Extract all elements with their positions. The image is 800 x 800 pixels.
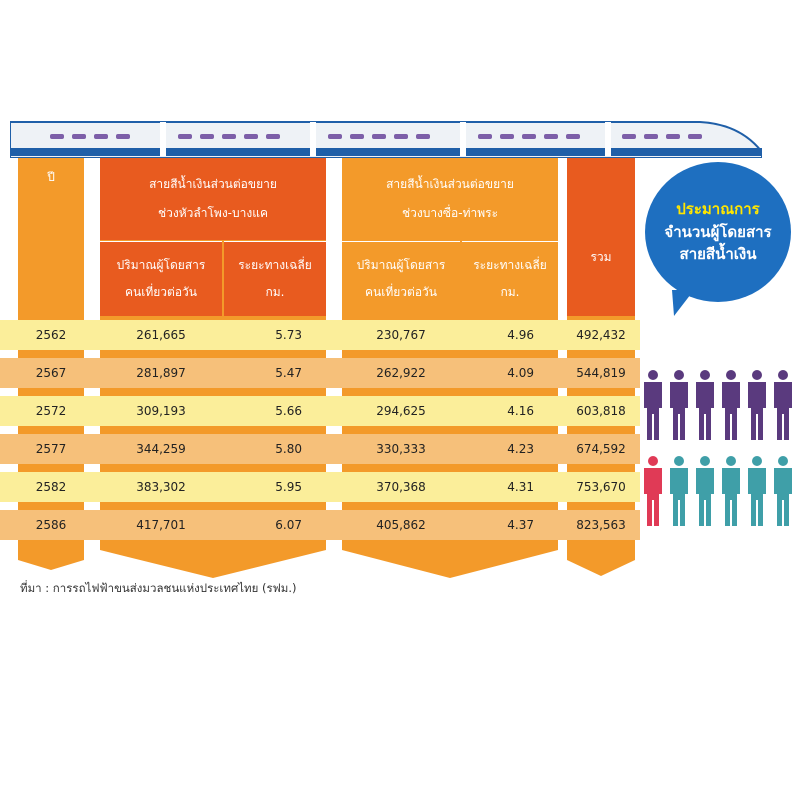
value-cell: 330,333 <box>376 442 426 456</box>
value-cell: 294,625 <box>376 404 426 418</box>
group2-title: สายสีน้ำเงินส่วนต่อขยาย <box>386 177 514 191</box>
passengers-unit-2: คนเที่ยวต่อวัน <box>365 285 437 299</box>
value-cell: 674,592 <box>576 442 626 456</box>
year-cell: 2572 <box>35 404 67 418</box>
person-icon-teal <box>722 456 740 526</box>
bubble-line-1: ประมาณการ <box>676 200 760 219</box>
value-cell: 603,818 <box>576 404 626 418</box>
table-row <box>0 472 640 502</box>
person-icon-purple <box>722 370 740 440</box>
person-icon-purple <box>670 370 688 440</box>
group1-distance-header: ระยะทางเฉลี่ย กม. <box>224 241 326 316</box>
person-icon-teal <box>696 456 714 526</box>
year-header-label: ปี <box>47 170 55 184</box>
table-row <box>0 358 640 388</box>
group1-title: สายสีน้ำเงินส่วนต่อขยาย <box>149 177 277 191</box>
person-icon-purple <box>748 370 766 440</box>
group1-header: สายสีน้ำเงินส่วนต่อขยาย ช่วงหัวลำโพง-บาง… <box>100 158 326 240</box>
person-icon-red <box>644 456 662 526</box>
value-cell: 417,701 <box>136 518 186 532</box>
value-cell: 544,819 <box>576 366 626 380</box>
value-cell: 262,922 <box>376 366 426 380</box>
value-cell: 4.31 <box>507 480 534 494</box>
value-cell: 4.37 <box>507 518 534 532</box>
value-cell: 753,670 <box>576 480 626 494</box>
person-icon-purple <box>696 370 714 440</box>
value-cell: 4.16 <box>507 404 534 418</box>
passengers-label-1: ปริมาณผู้โดยสาร <box>116 258 206 272</box>
group1-subtitle: ช่วงหัวลำโพง-บางแค <box>157 206 268 220</box>
callout-bubble: ประมาณการ จำนวนผู้โดยสาร สายสีน้ำเงิน <box>645 162 791 302</box>
value-cell: 261,665 <box>136 328 186 342</box>
value-cell: 4.96 <box>507 328 534 342</box>
passengers-label-2: ปริมาณผู้โดยสาร <box>356 258 446 272</box>
table-row <box>0 510 640 540</box>
group1-passengers-header: ปริมาณผู้โดยสาร คนเที่ยวต่อวัน <box>100 241 222 316</box>
value-cell: 370,368 <box>376 480 426 494</box>
value-cell: 5.73 <box>275 328 302 342</box>
group2-subtitle: ช่วงบางซื่อ-ท่าพระ <box>401 206 499 220</box>
total-header: รวม <box>567 158 635 316</box>
person-icon-purple <box>644 370 662 440</box>
year-cell: 2562 <box>35 328 67 342</box>
value-cell: 309,193 <box>136 404 186 418</box>
group2-distance-header: ระยะทางเฉลี่ย กม. <box>462 241 558 316</box>
value-cell: 344,259 <box>136 442 186 456</box>
value-cell: 492,432 <box>576 328 626 342</box>
year-cell: 2577 <box>35 442 67 456</box>
value-cell: 6.07 <box>275 518 302 532</box>
value-cell: 281,897 <box>136 366 186 380</box>
person-icon-teal <box>670 456 688 526</box>
year-cell: 2586 <box>35 518 67 532</box>
bubble-line-3: สายสีน้ำเงิน <box>679 245 757 264</box>
value-cell: 4.23 <box>507 442 534 456</box>
source-note: ที่มา : การรถไฟฟ้าขนส่งมวลชนแห่งประเทศไท… <box>20 581 297 595</box>
value-cell: 230,767 <box>376 328 426 342</box>
year-cell: 2582 <box>35 480 67 494</box>
person-icon-teal <box>748 456 766 526</box>
year-header: ปี <box>18 158 84 316</box>
distance-unit-2: กม. <box>500 285 520 299</box>
train-illustration <box>10 121 762 158</box>
distance-unit-1: กม. <box>265 285 285 299</box>
total-header-label: รวม <box>590 249 612 264</box>
value-cell: 383,302 <box>136 480 186 494</box>
person-icon-teal <box>774 456 792 526</box>
group2-passengers-header: ปริมาณผู้โดยสาร คนเที่ยวต่อวัน <box>342 241 460 316</box>
value-cell: 5.66 <box>275 404 302 418</box>
passengers-unit-1: คนเที่ยวต่อวัน <box>125 285 197 299</box>
table-row <box>0 320 640 350</box>
value-cell: 5.47 <box>275 366 302 380</box>
group2-header: สายสีน้ำเงินส่วนต่อขยาย ช่วงบางซื่อ-ท่าพ… <box>342 158 558 240</box>
year-cell: 2567 <box>35 366 67 380</box>
bubble-line-2: จำนวนผู้โดยสาร <box>664 222 772 241</box>
people-icons <box>644 370 792 526</box>
value-cell: 823,563 <box>576 518 626 532</box>
value-cell: 4.09 <box>507 366 534 380</box>
value-cell: 405,862 <box>376 518 426 532</box>
table-row <box>0 396 640 426</box>
bubble-tail <box>672 290 694 316</box>
distance-label-2: ระยะทางเฉลี่ย <box>473 258 547 272</box>
person-icon-purple <box>774 370 792 440</box>
value-cell: 5.80 <box>275 442 302 456</box>
table-row <box>0 434 640 464</box>
value-cell: 5.95 <box>275 480 302 494</box>
distance-label-1: ระยะทางเฉลี่ย <box>238 258 312 272</box>
